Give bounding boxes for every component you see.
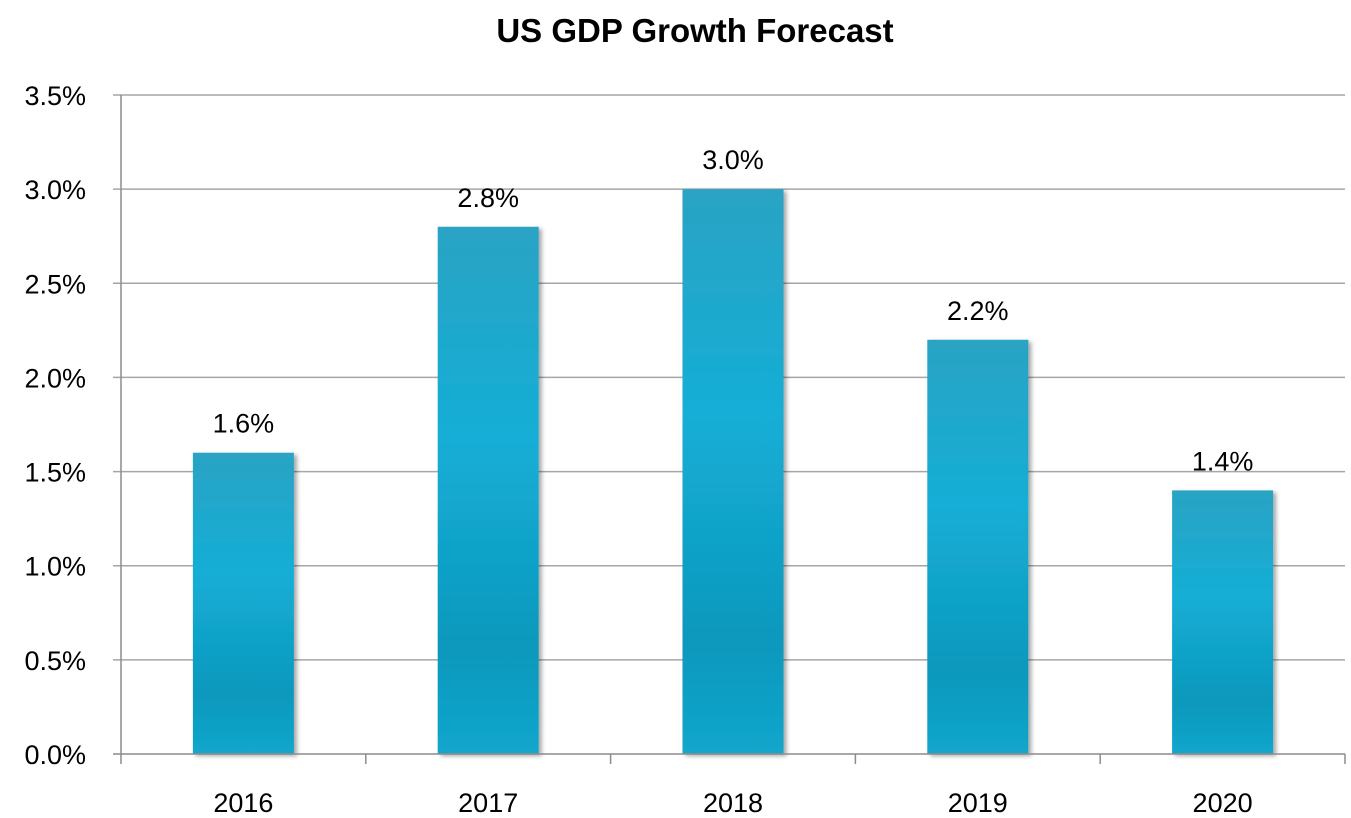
data-label: 2.8%: [457, 183, 519, 213]
chart-title: US GDP Growth Forecast: [496, 12, 893, 49]
data-label: 2.2%: [947, 296, 1009, 326]
data-labels: 1.6% 2.8% 3.0% 2.2% 1.4%: [213, 145, 1254, 476]
x-tick-label: 2019: [948, 788, 1008, 818]
x-axis-tick-labels: 2016 2017 2018 2019 2020: [213, 788, 1252, 818]
data-label: 1.6%: [213, 409, 275, 439]
x-tick-label: 2016: [213, 788, 273, 818]
bar-2020: [1172, 490, 1274, 754]
x-tick-label: 2020: [1193, 788, 1253, 818]
x-tick-label: 2017: [458, 788, 518, 818]
bars: [192, 189, 1274, 755]
y-tick-label: 1.0%: [24, 552, 86, 582]
y-tick-label: 2.0%: [24, 363, 86, 393]
bar-2017: [437, 226, 539, 755]
y-tick-label: 0.5%: [24, 646, 86, 676]
axes: [113, 95, 1346, 764]
y-tick-label: 1.5%: [24, 458, 86, 488]
x-tick-label: 2018: [703, 788, 763, 818]
y-tick-label: 3.0%: [24, 175, 86, 205]
data-label: 1.4%: [1192, 446, 1254, 476]
y-axis-tick-labels: 0.0% 0.5% 1.0% 1.5% 2.0% 2.5% 3.0% 3.5%: [24, 81, 86, 770]
y-tick-label: 0.0%: [24, 740, 86, 770]
bar-2018: [682, 189, 784, 755]
bar-2016: [192, 452, 294, 754]
bar-2019: [927, 339, 1029, 754]
y-tick-label: 3.5%: [24, 81, 86, 111]
data-label: 3.0%: [702, 145, 764, 175]
y-tick-label: 2.5%: [24, 269, 86, 299]
